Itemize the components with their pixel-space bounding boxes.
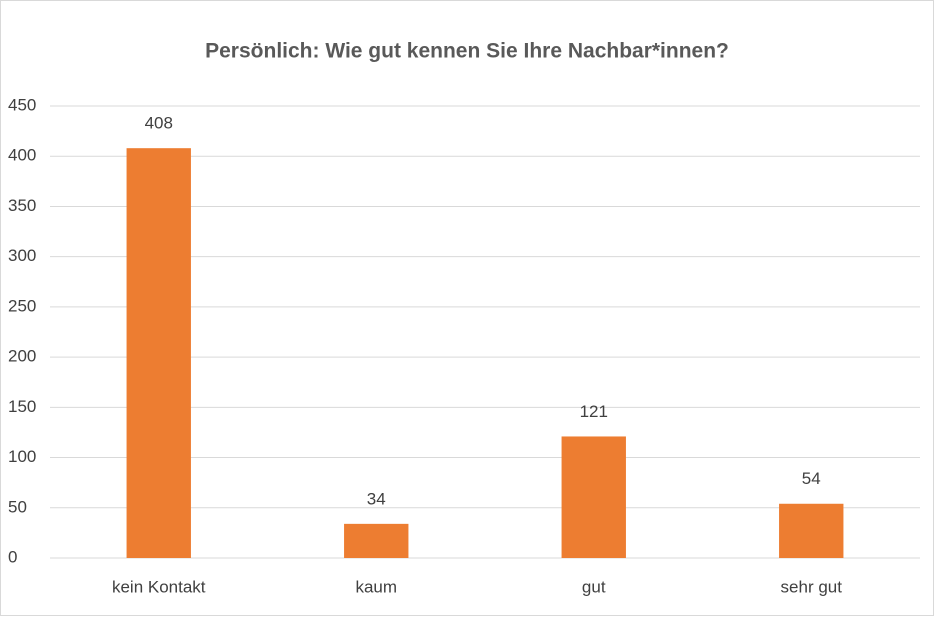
y-tick-label: 0 bbox=[8, 547, 17, 566]
y-tick-label: 200 bbox=[8, 347, 36, 366]
bar bbox=[344, 523, 409, 558]
bar bbox=[779, 503, 844, 558]
x-tick-label: kaum bbox=[355, 577, 397, 596]
y-tick-label: 450 bbox=[8, 95, 36, 114]
y-tick-label: 250 bbox=[8, 296, 36, 315]
y-tick-label: 150 bbox=[8, 397, 36, 416]
y-tick-label: 350 bbox=[8, 196, 36, 215]
x-tick-label: gut bbox=[582, 577, 606, 596]
y-tick-label: 400 bbox=[8, 146, 36, 165]
x-tick-label: sehr gut bbox=[781, 577, 843, 596]
chart-title: Persönlich: Wie gut kennen Sie Ihre Nach… bbox=[205, 40, 729, 63]
y-tick-label: 50 bbox=[8, 497, 27, 516]
x-tick-label: kein Kontakt bbox=[112, 577, 206, 596]
bar bbox=[561, 436, 626, 558]
y-tick-label: 100 bbox=[8, 447, 36, 466]
data-label: 54 bbox=[802, 469, 821, 488]
data-label: 121 bbox=[580, 402, 608, 421]
y-tick-label: 300 bbox=[8, 246, 36, 265]
bar bbox=[126, 148, 191, 559]
data-label: 408 bbox=[145, 114, 173, 133]
data-label: 34 bbox=[367, 489, 386, 508]
